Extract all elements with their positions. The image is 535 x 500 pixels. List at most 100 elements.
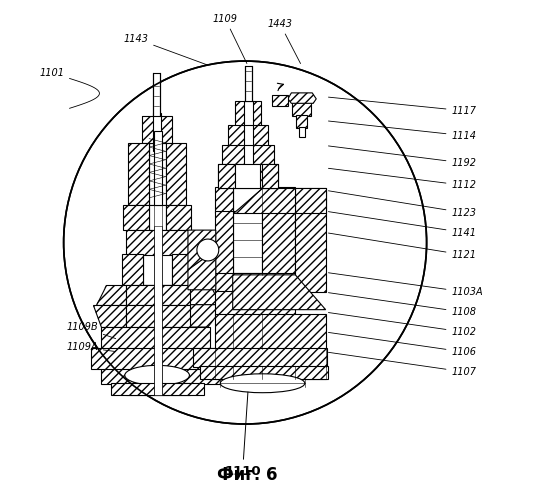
Text: 1112: 1112 xyxy=(328,168,477,190)
Polygon shape xyxy=(233,188,295,212)
Polygon shape xyxy=(188,250,216,290)
Bar xyxy=(233,314,262,350)
Bar xyxy=(296,115,307,128)
Bar xyxy=(243,144,253,166)
Bar xyxy=(193,348,327,367)
Text: Фиг. 6: Фиг. 6 xyxy=(217,466,278,483)
Bar xyxy=(152,114,160,150)
Bar xyxy=(123,205,149,230)
Bar xyxy=(228,124,269,146)
Bar xyxy=(215,348,326,367)
Bar xyxy=(262,187,295,212)
Bar xyxy=(126,327,190,349)
Polygon shape xyxy=(94,304,126,327)
Bar xyxy=(262,164,278,188)
Text: 1123: 1123 xyxy=(328,191,477,218)
Bar xyxy=(91,348,223,370)
Bar xyxy=(262,211,295,275)
Circle shape xyxy=(197,239,219,261)
Bar xyxy=(101,327,210,349)
Bar xyxy=(126,230,189,255)
Bar xyxy=(244,66,251,101)
Bar xyxy=(165,205,192,230)
Bar xyxy=(292,102,311,116)
Bar xyxy=(296,115,307,128)
Bar xyxy=(123,205,149,230)
Bar xyxy=(221,144,274,166)
Polygon shape xyxy=(96,285,126,304)
Bar xyxy=(228,124,269,146)
Text: 1103A: 1103A xyxy=(328,273,483,297)
Text: 1106: 1106 xyxy=(328,332,477,357)
Bar xyxy=(215,187,233,212)
Bar xyxy=(243,124,253,146)
Text: 1114: 1114 xyxy=(328,121,477,141)
Text: 1192: 1192 xyxy=(328,146,477,168)
Bar xyxy=(235,164,260,188)
Ellipse shape xyxy=(125,366,189,385)
Bar xyxy=(215,211,233,275)
Bar xyxy=(262,187,295,212)
Bar xyxy=(215,291,295,314)
Bar xyxy=(235,101,261,126)
Text: 1108: 1108 xyxy=(328,292,477,317)
Bar xyxy=(101,368,233,384)
Bar xyxy=(221,144,274,166)
Text: 1101: 1101 xyxy=(40,68,65,78)
Text: 1109: 1109 xyxy=(213,14,247,64)
Bar xyxy=(142,116,172,143)
Bar xyxy=(143,285,172,304)
Bar xyxy=(165,205,192,230)
Bar xyxy=(123,254,143,285)
Bar xyxy=(126,304,190,327)
Text: 1110: 1110 xyxy=(224,392,261,478)
Bar xyxy=(292,102,311,116)
Bar xyxy=(272,95,288,106)
Bar xyxy=(165,143,187,205)
Bar xyxy=(218,164,235,188)
Bar xyxy=(295,188,326,292)
Bar xyxy=(153,74,160,116)
Bar xyxy=(201,366,327,380)
Bar xyxy=(262,164,278,188)
Bar xyxy=(215,274,295,292)
Bar xyxy=(243,101,253,126)
Bar xyxy=(201,366,327,380)
Bar xyxy=(111,384,204,395)
Text: 1143: 1143 xyxy=(123,34,208,65)
Text: 1443: 1443 xyxy=(268,18,301,64)
Bar xyxy=(172,254,193,285)
Bar xyxy=(149,143,165,205)
Bar xyxy=(154,130,162,205)
Bar xyxy=(215,211,233,275)
Polygon shape xyxy=(233,275,326,310)
Bar xyxy=(215,366,326,380)
Bar xyxy=(111,384,204,395)
Text: 1102: 1102 xyxy=(328,312,477,337)
Bar xyxy=(101,368,233,384)
Polygon shape xyxy=(190,304,225,327)
Bar xyxy=(154,226,162,395)
Bar xyxy=(215,314,326,350)
Polygon shape xyxy=(188,230,216,270)
Bar xyxy=(126,285,190,304)
Text: 1117: 1117 xyxy=(328,97,477,116)
Text: 1121: 1121 xyxy=(328,233,477,260)
Bar xyxy=(128,143,149,205)
Bar xyxy=(235,101,261,126)
Polygon shape xyxy=(295,188,326,212)
Bar xyxy=(215,274,295,292)
Polygon shape xyxy=(288,93,316,104)
Bar xyxy=(91,348,223,370)
Bar xyxy=(149,205,165,230)
Text: 1109B: 1109B xyxy=(66,322,116,338)
Bar xyxy=(215,187,233,212)
Bar xyxy=(123,254,143,285)
Bar xyxy=(126,304,190,327)
Bar xyxy=(233,187,262,212)
Bar xyxy=(218,164,278,188)
Bar xyxy=(128,143,149,205)
Bar xyxy=(215,314,326,350)
Circle shape xyxy=(64,61,426,424)
Bar xyxy=(272,95,288,106)
